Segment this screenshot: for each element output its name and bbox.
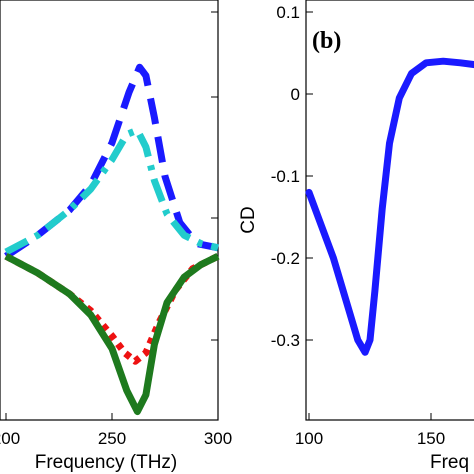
panel-b-x-axis-title: Freq — [430, 452, 469, 473]
panel-b-y-tick-label: -0.3 — [271, 331, 300, 350]
panel-a: 200 250 300 Frequency (THz) — [0, 0, 232, 473]
panel-a-series-line-4 — [4, 253, 220, 416]
panel-b-x-tick-label: 100 — [295, 429, 323, 448]
panel-b-y-ticks: 0.1 0 -0.1 -0.2 -0.3 — [271, 3, 313, 350]
panel-b: 0.1 0 -0.1 -0.2 -0.3 100 150 (b) CD Freq — [238, 0, 474, 473]
panel-b-y-axis-title: CD — [238, 206, 259, 233]
panel-a-series-line-1 — [4, 63, 219, 260]
panel-b-y-tick-label: 0.1 — [276, 3, 300, 22]
panel-b-x-ticks: 100 150 — [295, 413, 445, 448]
panel-a-y-ticks — [211, 11, 218, 341]
panel-a-x-ticks: 200 250 300 — [0, 413, 232, 448]
panel-b-y-tick-label: -0.2 — [271, 249, 300, 268]
panel-b-y-tick-label: 0 — [291, 85, 300, 104]
panel-a-x-tick-label: 200 — [0, 429, 20, 448]
panel-a-x-tick-label: 300 — [204, 429, 232, 448]
panel-b-y-tick-label: -0.1 — [271, 167, 300, 186]
panel-a-x-tick-label: 250 — [98, 429, 126, 448]
panel-a-frame — [0, 0, 219, 421]
panel-b-series-group — [305, 57, 474, 356]
panel-b-series-line-1 — [305, 57, 474, 356]
panel-a-series-group — [4, 63, 220, 416]
panel-b-frame — [305, 0, 474, 421]
panel-a-x-axis-title: Frequency (THz) — [35, 452, 178, 473]
panel-b-label: (b) — [312, 28, 341, 54]
panel-b-x-tick-label: 150 — [417, 429, 445, 448]
panel-a-series-line-2 — [4, 126, 219, 256]
